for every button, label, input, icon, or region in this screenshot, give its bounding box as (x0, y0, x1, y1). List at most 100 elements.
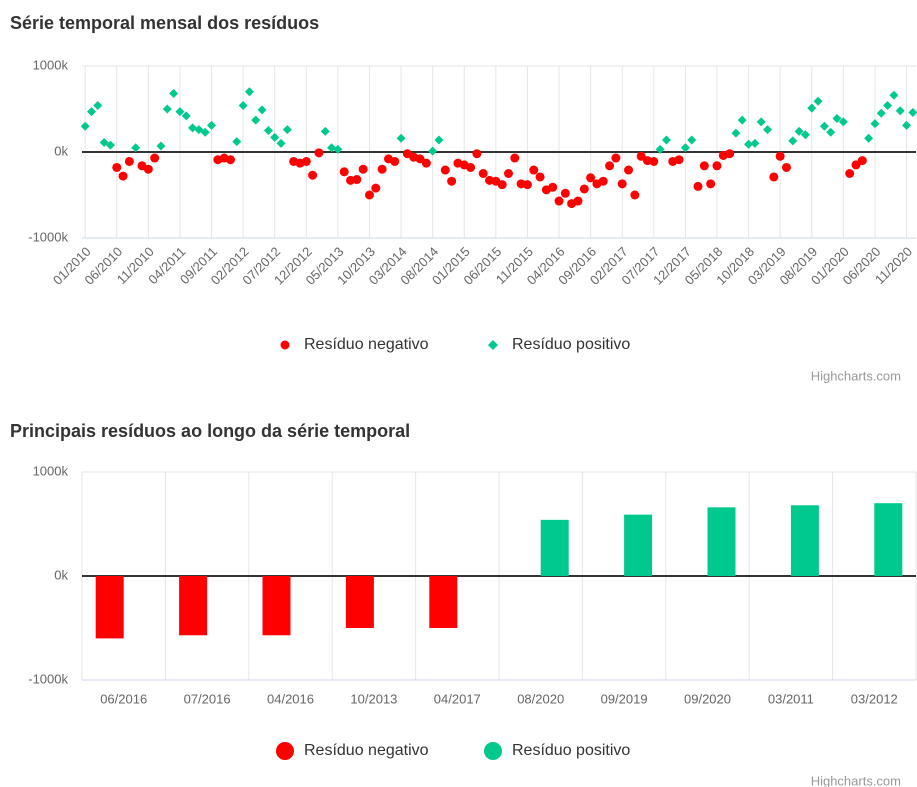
x-tick-label: 06/2016 (100, 691, 147, 706)
point (895, 106, 905, 116)
point (750, 138, 760, 148)
legend-label[interactable]: Resíduo positivo (512, 336, 630, 353)
point (529, 165, 539, 175)
point (737, 115, 747, 125)
point (826, 127, 836, 137)
legend-label[interactable]: Resíduo negativo (304, 742, 429, 759)
point (586, 173, 596, 183)
point (636, 151, 646, 161)
point (428, 146, 438, 156)
point (807, 103, 817, 113)
point (889, 90, 899, 100)
bar (790, 505, 819, 576)
point (238, 101, 248, 111)
bar (429, 576, 458, 628)
x-tick-label: 09/2020 (684, 691, 731, 706)
point (655, 144, 665, 154)
bar (874, 503, 903, 576)
legend-label[interactable]: Resíduo negativo (304, 336, 429, 353)
point (573, 196, 583, 206)
x-tick-label: 03/2011 (768, 691, 814, 706)
legend-label[interactable]: Resíduo positivo (512, 742, 630, 759)
credits[interactable]: Highcharts.com (811, 368, 901, 383)
point (352, 175, 362, 185)
y-tick-label: -1000k (28, 671, 68, 686)
point (105, 140, 115, 150)
bar (345, 576, 374, 628)
point (838, 117, 848, 127)
y-tick-label: 1000k (33, 57, 69, 72)
x-tick-label: 03/2012 (851, 691, 898, 706)
point (674, 155, 684, 165)
point (478, 169, 488, 178)
bar (540, 519, 569, 576)
point (377, 164, 387, 174)
x-tick-label: 10/2013 (350, 691, 397, 706)
y-tick-label: 1000k (33, 463, 69, 478)
bar (262, 576, 291, 636)
point (630, 190, 640, 200)
point (548, 182, 558, 192)
bar (707, 507, 736, 576)
point (80, 121, 90, 131)
point (181, 111, 191, 121)
point (251, 115, 261, 125)
point (86, 107, 96, 117)
chart-title: Principais resíduos ao longo da série te… (10, 421, 410, 441)
point (225, 155, 235, 165)
point (744, 139, 754, 149)
point (270, 132, 280, 142)
point (333, 144, 343, 154)
point (579, 184, 589, 194)
legend-symbol (488, 340, 498, 350)
legend-symbol (276, 742, 294, 760)
point (624, 165, 634, 175)
point (263, 126, 273, 135)
point (339, 167, 349, 177)
point (763, 125, 773, 135)
point (188, 123, 198, 133)
point (472, 149, 482, 159)
point (617, 179, 627, 189)
point (175, 107, 185, 117)
point (794, 126, 804, 136)
y-tick-label: 0k (54, 143, 68, 158)
point (769, 172, 779, 182)
credits[interactable]: Highcharts.com (811, 773, 901, 787)
point (282, 125, 292, 135)
point (788, 136, 798, 146)
point (605, 161, 615, 171)
point (851, 160, 861, 170)
point (434, 135, 444, 145)
point (93, 101, 103, 111)
point (447, 176, 457, 186)
point (510, 153, 520, 163)
point (257, 105, 267, 115)
point (857, 156, 867, 166)
x-tick-label: 08/2020 (517, 691, 564, 706)
point (902, 120, 912, 130)
point (131, 143, 141, 153)
point (232, 137, 242, 147)
x-tick-label: 04/2016 (267, 691, 314, 706)
point (118, 171, 128, 181)
point (169, 89, 179, 99)
point (150, 153, 160, 163)
point (611, 153, 621, 163)
point (143, 164, 153, 174)
point (687, 135, 697, 145)
point (832, 113, 842, 123)
point (712, 161, 722, 171)
point (466, 162, 476, 172)
point (112, 162, 122, 172)
point (390, 156, 400, 166)
point (364, 190, 374, 200)
point (308, 170, 318, 180)
point (781, 162, 791, 172)
point (200, 127, 210, 137)
point (800, 130, 810, 140)
x-tick-label: 09/2019 (601, 691, 648, 706)
point (680, 143, 690, 153)
point (813, 96, 823, 106)
